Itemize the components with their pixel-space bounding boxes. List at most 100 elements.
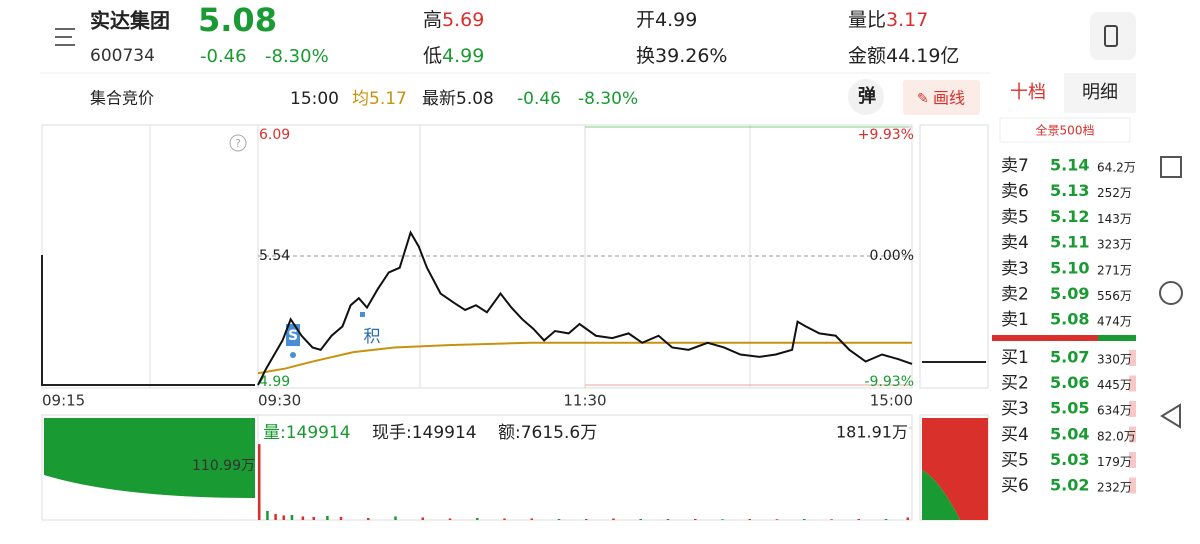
level-price: 5.05 (1050, 399, 1089, 418)
level-volume: 143万 (1097, 212, 1132, 226)
ask-bid-ratio (1098, 335, 1136, 341)
marker: S (288, 328, 298, 344)
pct-tick-label: -9.93% (864, 374, 914, 390)
mode: 集合竞价 (90, 89, 154, 108)
volume-bar (530, 518, 533, 520)
ask-bid-ratio (992, 335, 1098, 341)
stat-value: 4.99 (442, 45, 484, 67)
tab: 明细 (1082, 82, 1118, 103)
volume-bar (906, 517, 910, 520)
volume-bar (884, 518, 888, 520)
stat-label: 量比 (848, 9, 886, 31)
level-price: 5.07 (1050, 348, 1089, 367)
volume-bar (1129, 350, 1136, 366)
change-pct: -8.30% (265, 46, 329, 67)
volume-bar (585, 518, 588, 520)
level-price: 5.13 (1050, 181, 1089, 200)
y-tick-label: 5.54 (259, 248, 290, 264)
volume-info: 现手:149914 (372, 423, 477, 443)
volume-bar (612, 518, 615, 520)
stat: 换39.26% (636, 45, 727, 67)
stat-label: 高 (423, 9, 442, 31)
price: 5.08 (198, 1, 277, 39)
stat-value: 4.99 (655, 9, 697, 31)
depth-label: 全景500档 (1036, 123, 1095, 138)
level-label: 卖6 (1001, 182, 1029, 202)
volume-bar (803, 518, 806, 520)
depth-button[interactable] (999, 117, 1131, 143)
level-price: 5.06 (1050, 373, 1089, 392)
volume-bar (274, 513, 277, 520)
level-price: 5.10 (1050, 258, 1089, 277)
level-volume: 634万 (1097, 404, 1132, 418)
popup-button[interactable] (848, 79, 884, 115)
volume-bar (1129, 375, 1136, 392)
level-price: 5.14 (1050, 156, 1089, 175)
level-price: 5.02 (1050, 476, 1089, 495)
draw-button[interactable] (903, 80, 980, 115)
y-tick-label: 4.99 (259, 374, 290, 390)
device-button[interactable] (1090, 12, 1136, 60)
level-price: 5.08 (1050, 310, 1089, 329)
level-price: 5.11 (1050, 233, 1089, 252)
level-label: 买4 (1001, 425, 1029, 445)
volume-bar (557, 518, 561, 520)
level-label: 卖3 (1001, 259, 1029, 279)
volume-bar (258, 444, 261, 520)
x-tick-label: 09:15 (42, 392, 85, 410)
pct-tick-label: 0.00% (870, 248, 914, 264)
change: -0.46 (200, 46, 247, 67)
pct-tick-label: +9.93% (858, 127, 914, 143)
level-label: 买3 (1001, 399, 1029, 419)
draw-label: 画线 (933, 89, 965, 108)
level-volume: 64.2万 (1097, 161, 1136, 175)
menu-icon[interactable] (55, 28, 75, 46)
x-tick-label: 09:30 (258, 392, 301, 410)
volume-bar (721, 519, 724, 520)
volume-max: 181.91万 (836, 423, 908, 442)
volume-bar (339, 516, 343, 520)
stat-value: 3.17 (886, 9, 928, 31)
volume-bar (266, 510, 269, 520)
volume-bar (748, 518, 751, 520)
help-mark: ? (235, 137, 241, 150)
volume-bar (448, 518, 452, 520)
level-label: 卖7 (1001, 156, 1029, 176)
active-tab[interactable] (992, 73, 1064, 113)
volume-bar (666, 518, 670, 520)
stock-code: 600734 (90, 46, 155, 66)
level-label: 买2 (1001, 374, 1029, 394)
price-line (257, 230, 913, 386)
level-volume: 474万 (1097, 315, 1132, 329)
volume-bar (1129, 452, 1136, 468)
volume-info: 量:149914 (263, 423, 351, 443)
volume-bar (394, 516, 397, 520)
nav-bar[interactable] (1159, 156, 1183, 429)
volume-bar (290, 514, 294, 520)
level-volume: 445万 (1097, 378, 1132, 392)
premarket-volume-label: 110.99万 (192, 458, 255, 474)
level-price: 5.12 (1050, 207, 1089, 226)
level-volume: 556万 (1097, 289, 1132, 303)
level-price: 5.04 (1050, 424, 1089, 443)
stat: 低4.99 (423, 45, 484, 67)
level-volume: 323万 (1097, 238, 1132, 252)
marker-dot (290, 352, 296, 358)
volume-bar (830, 519, 833, 520)
y-tick-label: 6.09 (259, 127, 290, 143)
device-icon (1104, 25, 1118, 47)
popup-label: 弹 (858, 85, 876, 107)
level-volume: 271万 (1097, 263, 1132, 277)
after-volume (922, 418, 988, 520)
volume-info: 额:7615.6万 (498, 423, 597, 443)
stat: 金额44.19亿 (848, 45, 959, 67)
avg-line (257, 341, 912, 375)
level-volume: 179万 (1097, 455, 1132, 469)
volume-bar (1129, 426, 1136, 443)
help-icon[interactable] (229, 134, 247, 152)
draw-icon: ✎ (917, 91, 929, 107)
stat-label: 换 (636, 45, 655, 67)
volume-bar (857, 518, 860, 520)
volume-bar (301, 516, 305, 520)
stat-value: 44.19亿 (886, 45, 959, 67)
